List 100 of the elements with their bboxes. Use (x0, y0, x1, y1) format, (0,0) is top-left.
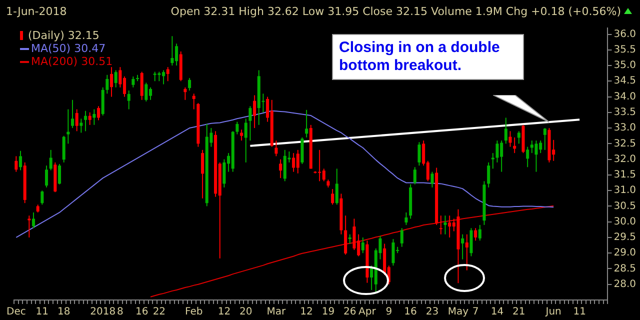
x-tick-label: 12 (300, 306, 313, 318)
candlestick (487, 162, 490, 188)
candlestick (84, 110, 88, 132)
candlestick (296, 149, 300, 174)
candlestick (448, 215, 452, 238)
candlestick (392, 238, 395, 266)
x-tick-label: May (448, 306, 469, 318)
candlestick (504, 117, 508, 144)
y-tick-label: 32.0 (614, 154, 636, 165)
candlestick (517, 130, 520, 144)
candlestick (361, 236, 364, 254)
x-tick-label: 22 (152, 306, 166, 318)
x-tick-label: 20 (239, 306, 252, 318)
candlestick (530, 140, 534, 154)
y-tick-label: 30.5 (614, 200, 636, 212)
candlestick (461, 234, 464, 260)
candlestick (526, 146, 530, 168)
legend-label: MA(200) 30.51 (31, 55, 113, 68)
candlestick (114, 70, 118, 88)
candlestick (88, 112, 92, 126)
candlestick (18, 150, 22, 171)
candlestick (439, 215, 442, 235)
candlestick (236, 121, 239, 135)
candlestick (201, 149, 204, 199)
y-tick-label: 33.0 (614, 122, 636, 134)
candlestick (222, 158, 226, 188)
candlestick (478, 224, 482, 242)
y-tick-label: 29.0 (614, 248, 636, 259)
candlestick (253, 94, 256, 129)
x-tick-label: Jun (544, 306, 562, 318)
x-tick-label: 14 (490, 306, 504, 318)
x-tick-label: 2018 (90, 306, 116, 318)
x-tick-label: Feb (184, 306, 203, 318)
candlestick (127, 90, 130, 110)
candlestick (240, 129, 244, 142)
candlestick (140, 71, 144, 100)
candlestick (70, 99, 74, 129)
candlestick (279, 158, 282, 179)
chart-subtitle: Open 32.31 High 32.62 Low 31.95 Close 32.15 Volume 1.9M Chg +0.18 (+0.56%) (170, 4, 621, 18)
candlestick (300, 136, 304, 164)
candlestick (96, 106, 100, 121)
y-tick-label: 28.0 (614, 278, 636, 290)
y-tick-label: 30.0 (614, 216, 636, 228)
candlestick (75, 108, 78, 132)
y-tick-label: 34.0 (614, 91, 636, 102)
x-tick-label: 18 (57, 306, 70, 318)
y-tick-label: 33.5 (614, 107, 636, 118)
legend-label: MA(50) 30.47 (31, 42, 106, 55)
x-tick-label: Mar (266, 306, 287, 318)
candlestick (248, 106, 252, 142)
y-tick-label: 31.0 (614, 185, 636, 196)
candlestick (184, 86, 187, 100)
candlestick (335, 168, 338, 206)
y-tick-label: 31.5 (614, 170, 636, 181)
y-tick-label: 32.5 (614, 138, 636, 150)
candlestick (166, 66, 170, 82)
x-tick-label: 19 (322, 306, 335, 318)
candlestick (158, 71, 161, 82)
candlestick (49, 149, 52, 171)
x-tick-label: 23 (426, 306, 439, 318)
y-tick-label: 34.5 (614, 76, 636, 87)
candlestick (491, 152, 494, 170)
x-tick-label: 21 (512, 306, 526, 318)
x-tick-label: 16 (404, 306, 417, 318)
candlestick (32, 212, 36, 229)
x-tick-label: 11 (573, 306, 586, 318)
y-tick-label: 36.0 (614, 28, 636, 40)
x-tick-label: 11 (36, 306, 49, 318)
x-tick-label: Dec (6, 306, 26, 318)
candlestick (465, 234, 468, 271)
candlestick (404, 212, 408, 226)
candlestick (444, 215, 447, 235)
candlestick (92, 108, 96, 126)
candlestick (192, 93, 196, 110)
candlestick (14, 156, 18, 172)
candlestick (188, 78, 192, 92)
candlestick (274, 140, 278, 157)
legend-label: (Daily) 32.15 (28, 29, 100, 42)
candlestick (430, 171, 434, 188)
candlestick (348, 234, 352, 244)
y-tick-label: 29.5 (614, 232, 636, 244)
x-tick-label: Apr (358, 306, 377, 318)
x-tick-label: 26 (344, 306, 356, 318)
candlestick (144, 82, 148, 102)
y-tick-label: 28.5 (614, 263, 636, 274)
y-tick-label: 35.0 (614, 60, 636, 72)
candlestick (244, 118, 248, 163)
candlestick (470, 228, 473, 257)
candlestick (28, 215, 31, 238)
y-tick-label: 35.5 (614, 44, 636, 56)
x-tick-label: 12 (218, 306, 231, 318)
candlestick (496, 140, 499, 163)
candlestick (132, 76, 135, 88)
candlestick (400, 228, 404, 248)
candlestick (534, 140, 538, 172)
chart-title: 1-Jun-2018 (6, 4, 67, 18)
x-tick-label: 8 (116, 306, 124, 318)
candlestick (110, 66, 114, 98)
candlestick (543, 128, 546, 150)
candlestick (44, 165, 48, 188)
